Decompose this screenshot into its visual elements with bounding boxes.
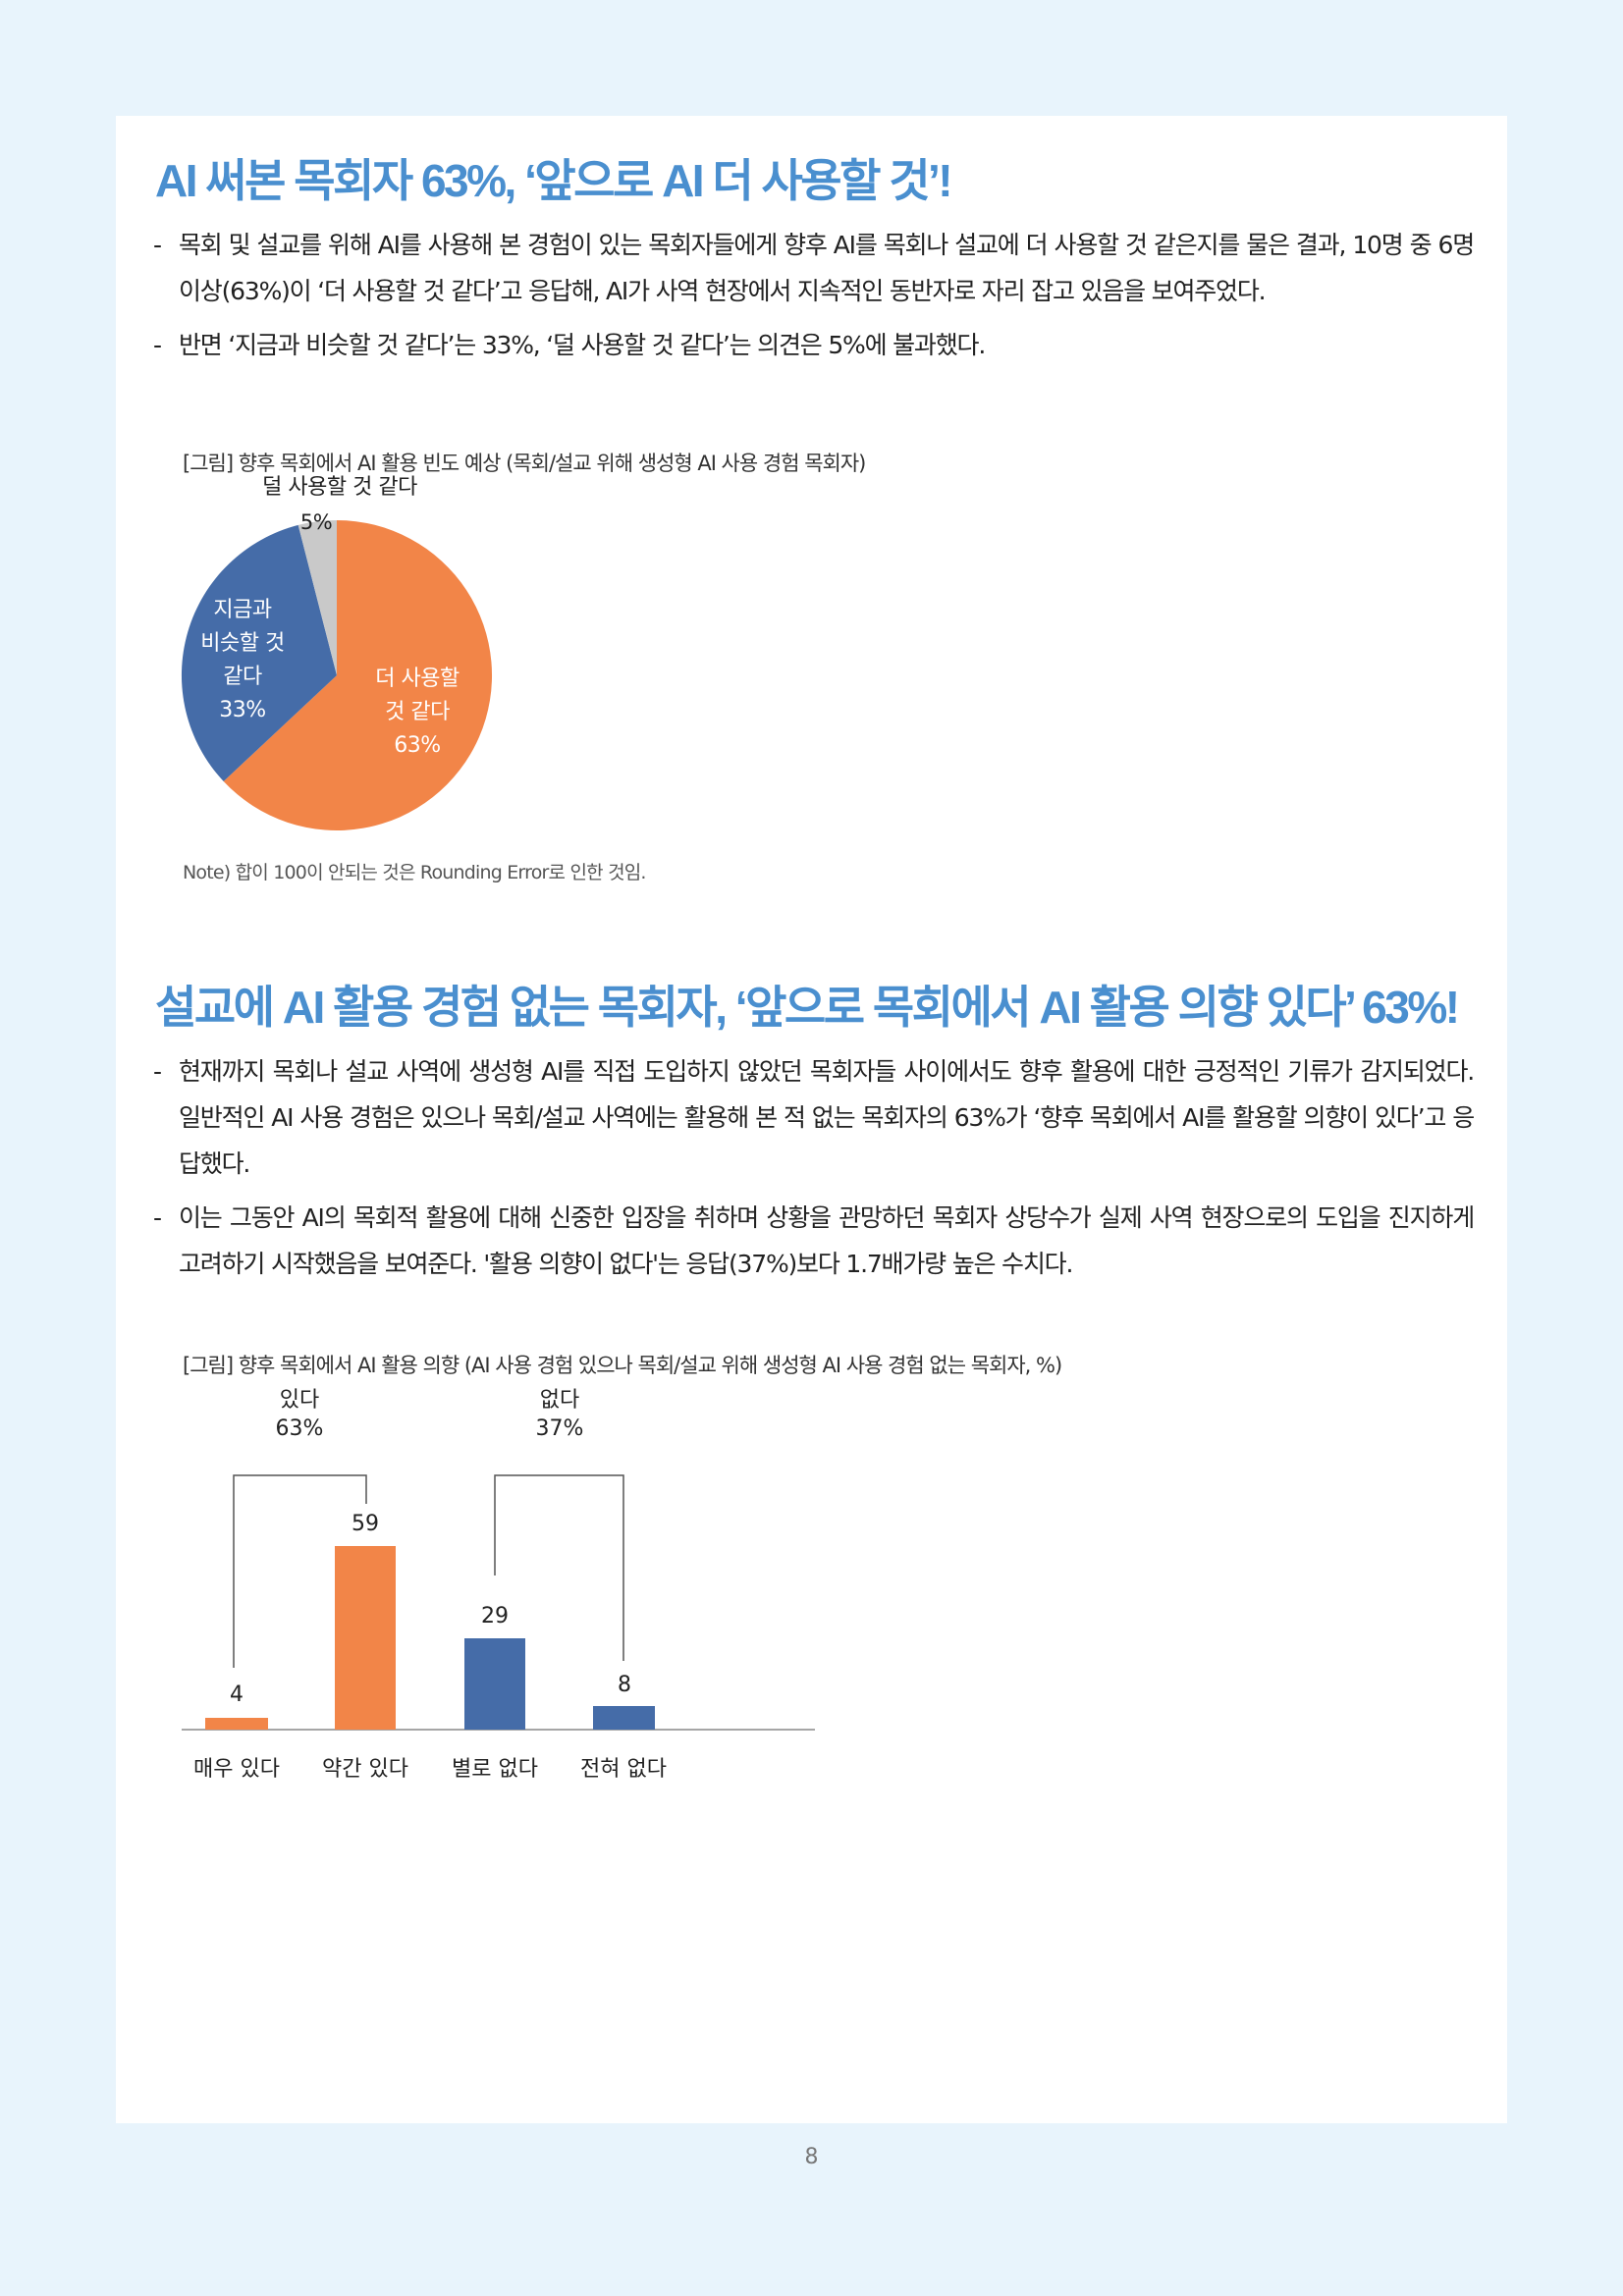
pie-slice-same bbox=[181, 524, 337, 781]
section1-bullet-1: 목회 및 설교를 위해 AI를 사용해 본 경험이 있는 목회자들에게 향후 A… bbox=[153, 222, 1475, 314]
bracket-yes bbox=[233, 1474, 367, 1668]
bar-somewhat-yes bbox=[335, 1546, 396, 1730]
group-no-name: 없다 bbox=[539, 1388, 580, 1413]
bar-chart: 있다 63% 없다 37% 4 59 29 8 매우 있다 약간 있다 별로 없… bbox=[177, 1388, 884, 1906]
section2-bullet-2: 이는 그동안 AI의 목회적 활용에 대해 신중한 입장을 취하며 상황을 관망… bbox=[153, 1195, 1475, 1287]
section1-heading: AI 써본 목회자 63%, ‘앞으로 AI 더 사용할 것’! bbox=[155, 155, 953, 206]
pie-value-less: 5% bbox=[299, 510, 333, 534]
pie-label-same-line2: 비슷할 것 bbox=[200, 631, 285, 656]
pie-label-same-line3: 같다 bbox=[223, 665, 262, 689]
pie-chart: 덜 사용할 것 같다 5% 지금과 비슷할 것 같다 33% 더 사용할 것 같… bbox=[167, 475, 520, 864]
page-number: 8 bbox=[804, 2145, 819, 2169]
section1-bullet-2: 반면 ‘지금과 비슷할 것 같다’는 33%, ‘덜 사용할 것 같다’는 의견… bbox=[153, 322, 1474, 368]
bar-very-yes bbox=[205, 1718, 268, 1730]
pie-value-same: 33% bbox=[219, 698, 266, 722]
group-label-yes: 있다 63% bbox=[241, 1386, 358, 1443]
bar-not-at-all bbox=[593, 1706, 655, 1730]
bar-not-really bbox=[464, 1638, 525, 1730]
pie-label-more: 더 사용할 것 같다 63% bbox=[353, 663, 481, 763]
bar-label-not-at-all: 전혀 없다 bbox=[580, 1757, 667, 1782]
group-yes-total: 63% bbox=[275, 1416, 324, 1441]
bar-figure-caption: [그림] 향후 목회에서 AI 활용 의향 (AI 사용 경험 있으나 목회/설… bbox=[183, 1354, 1062, 1377]
section2-bullets: 현재까지 목회나 설교 사역에 생성형 AI를 직접 도입하지 않았던 목회자들… bbox=[153, 1048, 1475, 1295]
pie-value-more: 63% bbox=[394, 733, 441, 758]
pie-chart-graphic bbox=[181, 519, 493, 830]
bar-value-not-at-all: 8 bbox=[618, 1673, 631, 1697]
section1-bullets: 목회 및 설교를 위해 AI를 사용해 본 경험이 있는 목회자들에게 향후 A… bbox=[153, 222, 1475, 376]
group-label-no: 없다 37% bbox=[501, 1386, 619, 1443]
bar-label-somewhat-yes: 약간 있다 bbox=[322, 1757, 408, 1782]
pie-figure-caption: [그림] 향후 목회에서 AI 활용 빈도 예상 (목회/설교 위해 생성형 A… bbox=[183, 452, 866, 475]
group-yes-name: 있다 bbox=[279, 1388, 320, 1413]
bar-label-not-really: 별로 없다 bbox=[452, 1757, 538, 1782]
bar-chart-graphic bbox=[182, 1474, 815, 1731]
pie-slice-more bbox=[223, 520, 493, 830]
pie-label-more-line2: 것 같다 bbox=[385, 700, 450, 724]
group-no-total: 37% bbox=[535, 1416, 584, 1441]
section2-heading: 설교에 AI 활용 경험 없는 목회자, ‘앞으로 목회에서 AI 활용 의향 … bbox=[155, 982, 1460, 1033]
bar-label-very-yes: 매우 있다 bbox=[193, 1757, 280, 1782]
bracket-no bbox=[494, 1474, 624, 1661]
pie-note: Note) 합이 100이 안되는 것은 Rounding Error로 인한 … bbox=[183, 862, 646, 883]
pie-label-more-line1: 더 사용할 bbox=[375, 667, 460, 691]
pie-label-same-line1: 지금과 bbox=[213, 598, 272, 622]
bar-value-somewhat-yes: 59 bbox=[352, 1512, 379, 1536]
bar-value-not-really: 29 bbox=[481, 1604, 509, 1629]
section2-bullet-1: 현재까지 목회나 설교 사역에 생성형 AI를 직접 도입하지 않았던 목회자들… bbox=[153, 1048, 1475, 1187]
page-card: AI 써본 목회자 63%, ‘앞으로 AI 더 사용할 것’! 목회 및 설교… bbox=[116, 116, 1507, 2123]
pie-slice-less bbox=[298, 519, 337, 675]
pie-label-less: 덜 사용할 것 같다 bbox=[262, 475, 417, 500]
bar-value-very-yes: 4 bbox=[230, 1682, 243, 1707]
pie-label-same: 지금과 비슷할 것 같다 33% bbox=[179, 594, 306, 727]
